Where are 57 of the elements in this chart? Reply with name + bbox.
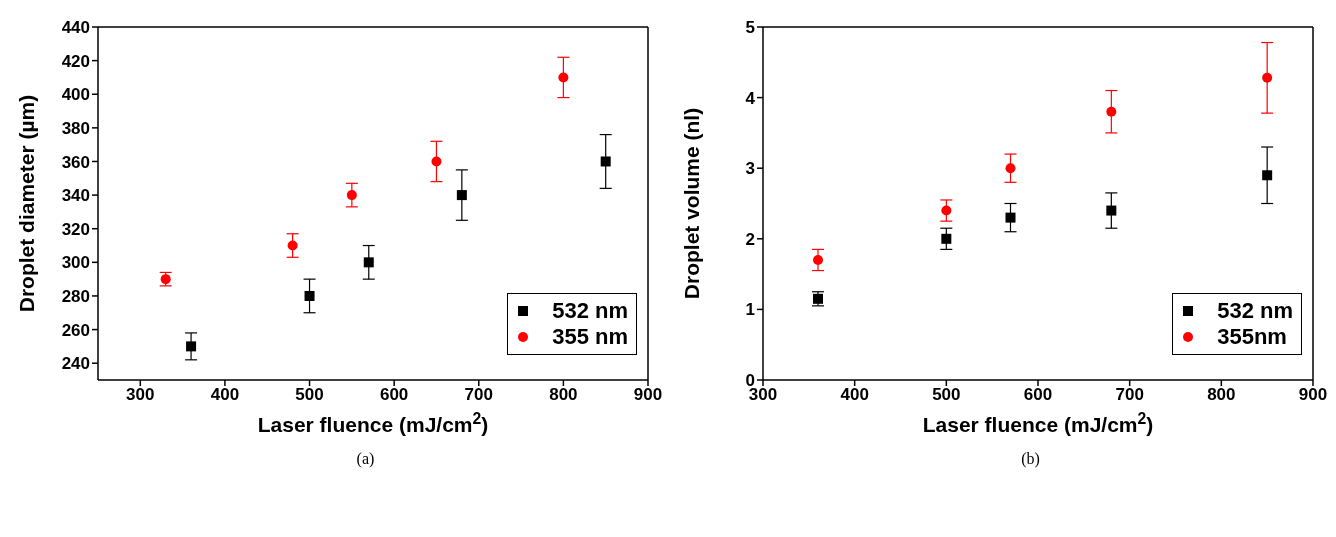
legend-label: 355nm	[1217, 324, 1287, 350]
x-tick-label: 400	[840, 385, 869, 405]
x-tick-label: 500	[932, 385, 961, 405]
x-tick-label: 600	[1023, 385, 1053, 405]
x-tick-label: 900	[1298, 385, 1328, 405]
y-tick-label: 3	[745, 159, 755, 179]
y-tick-label: 2	[745, 229, 755, 249]
point	[304, 290, 315, 301]
x-axis-title: Laser fluence (mJ/cm$^{2}$)	[922, 409, 1154, 436]
x-axis-title: Laser fluence (mJ/cm$^{2}$)	[257, 409, 489, 436]
y-tick-label: 280	[61, 286, 90, 306]
x-tick-label: 500	[295, 385, 324, 405]
point	[1106, 106, 1117, 117]
x-tick-label: 800	[1207, 385, 1236, 405]
y-tick-label: 4	[745, 88, 756, 108]
point	[363, 257, 374, 268]
point	[1005, 212, 1016, 223]
point	[558, 72, 569, 83]
point	[813, 254, 823, 265]
legend-label: 532 nm	[552, 298, 628, 324]
y-axis-title: Droplet volume (nl)	[680, 107, 703, 300]
y-tick-label: 300	[61, 253, 90, 273]
legend-label: 532 nm	[1217, 298, 1293, 324]
point	[431, 156, 442, 167]
x-tick-label: 300	[126, 385, 155, 405]
point	[600, 156, 611, 167]
point	[941, 233, 952, 244]
text: (a)	[356, 450, 375, 467]
y-tick-label: 440	[61, 18, 90, 38]
y-tick-label: 5	[745, 18, 755, 38]
point	[456, 190, 467, 201]
x-tick-label: 400	[210, 385, 240, 405]
y-tick-label: 380	[61, 118, 90, 138]
x-tick-label: 900	[633, 385, 663, 405]
x-tick-label: 700	[464, 385, 493, 405]
y-tick-label: 400	[61, 85, 90, 105]
y-tick-label: 320	[61, 219, 90, 239]
y-tick-label: 1	[745, 300, 755, 320]
y-tick-label: 340	[61, 186, 90, 206]
y-tick-label: 420	[61, 51, 90, 71]
text: (b)	[1021, 450, 1040, 467]
x-tick-label: 600	[379, 385, 409, 405]
point	[941, 205, 952, 216]
point	[1262, 72, 1273, 83]
point	[1106, 205, 1117, 216]
point	[287, 240, 298, 251]
y-tick-label: 360	[61, 152, 90, 172]
x-tick-label: 800	[549, 385, 578, 405]
point	[1262, 170, 1273, 181]
point	[186, 341, 197, 352]
legend-label: 355 nm	[552, 324, 628, 350]
y-axis-title: Droplet diameter (µm)	[15, 94, 38, 313]
y-tick-label: 240	[61, 354, 90, 374]
x-tick-label: 700	[1115, 385, 1144, 405]
point	[346, 190, 357, 201]
y-tick-label: 260	[61, 320, 90, 340]
point	[1005, 163, 1016, 174]
